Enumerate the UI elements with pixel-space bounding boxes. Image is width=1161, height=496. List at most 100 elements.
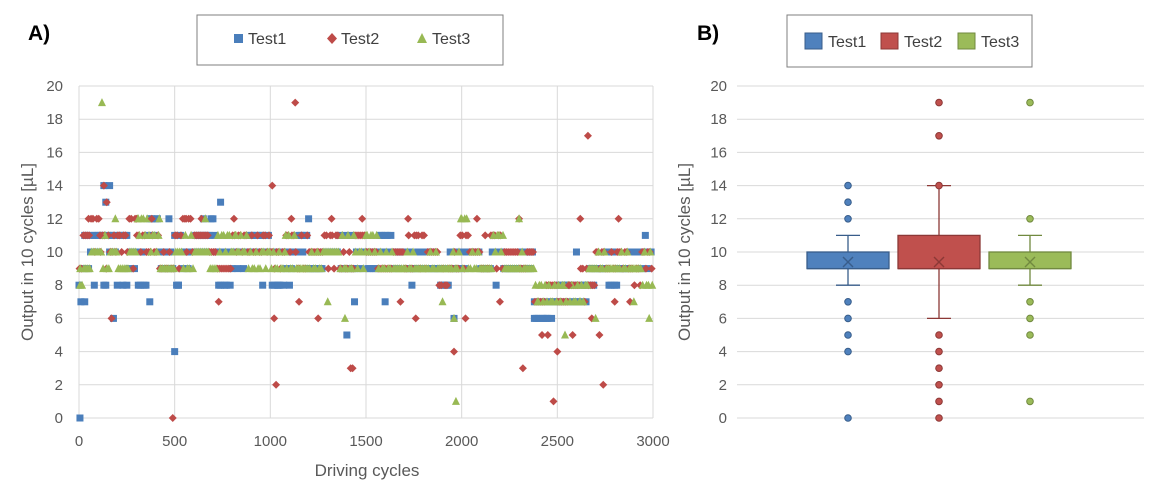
box-body-test1	[806, 251, 890, 270]
scatter-point-test3	[438, 297, 447, 306]
scatter-point-test2	[553, 347, 562, 356]
scatter-point-test2	[549, 397, 558, 406]
box-legend-test2-swatch	[880, 32, 899, 50]
scatter-point-test3	[317, 264, 326, 273]
scatter-point-test3	[636, 264, 645, 273]
scatter-point-test1	[102, 281, 110, 289]
scatter-point-test1	[146, 298, 154, 306]
scatter-point-test2	[159, 248, 168, 256]
scatter-point-test2	[85, 231, 94, 240]
scatter-point-test3	[231, 230, 240, 239]
scatter-point-test2	[538, 331, 547, 339]
scatter-point-test2	[203, 231, 212, 240]
box-legend-test1-label: Test1	[828, 34, 866, 51]
scatter-point-test3	[474, 247, 483, 256]
scatter-point-test3	[281, 230, 290, 239]
box-plot-y-tick-label: 12	[710, 211, 727, 228]
scatter-point-test3	[583, 280, 592, 289]
scatter-point-test2	[297, 231, 306, 240]
scatter-point-test2	[529, 248, 538, 256]
scatter-point-test2	[614, 214, 623, 223]
scatter-point-test1	[119, 281, 127, 289]
box-outlier-test2	[935, 397, 943, 406]
box-body-test3	[988, 251, 1072, 270]
scatter-point-test2	[404, 231, 413, 240]
scatter-point-test1	[385, 248, 393, 256]
scatter-y-tick-label: 10	[46, 244, 63, 261]
box-outlier-test1	[844, 198, 852, 206]
scatter-point-test1	[366, 265, 374, 273]
scatter-x-tick-label: 1500	[349, 433, 382, 450]
scatter-y-tick-label: 18	[46, 111, 63, 128]
scatter-point-test3	[600, 247, 609, 256]
scatter-point-test1	[299, 248, 307, 256]
scatter-point-test3	[454, 247, 463, 256]
box-plot-y-tick-label: 16	[710, 144, 727, 161]
scatter-point-test2	[214, 297, 223, 306]
scatter-point-test1	[383, 231, 391, 239]
scatter-point-test2	[99, 181, 108, 190]
box-outlier-test1	[844, 414, 852, 422]
scatter-point-test3	[307, 247, 316, 256]
box-body-test2	[897, 234, 981, 270]
scatter-point-test1	[613, 281, 621, 289]
box-mean-marker-test3	[1024, 256, 1036, 268]
scatter-point-test1	[113, 281, 121, 289]
scatter-point-test3	[323, 297, 332, 306]
legend-test2-marker	[327, 33, 337, 44]
scatter-point-test1	[209, 215, 217, 223]
scatter-point-test3	[629, 297, 638, 306]
scatter-point-test1	[90, 231, 98, 239]
scatter-point-test1	[347, 231, 355, 239]
scatter-point-test1	[416, 248, 424, 256]
scatter-point-test3	[275, 247, 284, 256]
scatter-point-test1	[351, 298, 359, 306]
scatter-point-test1	[76, 414, 84, 422]
scatter-point-test3	[104, 264, 113, 273]
box-legend-test3-label: Test3	[981, 34, 1019, 51]
scatter-point-test1	[285, 281, 293, 289]
scatter-point-test3	[177, 247, 186, 256]
scatter-point-test2	[272, 380, 281, 389]
scatter-point-test3	[211, 264, 220, 273]
scatter-point-test2	[396, 297, 405, 306]
box-legend-test1-swatch	[804, 32, 823, 50]
scatter-point-test3	[181, 230, 190, 239]
scatter-y-tick-label: 2	[55, 377, 63, 394]
scatter-point-test3	[340, 313, 349, 322]
scatter-point-test1	[356, 265, 364, 273]
scatter-point-test3	[645, 313, 654, 322]
scatter-point-test1	[123, 281, 131, 289]
legend-test3-label: Test3	[432, 31, 470, 48]
scatter-y-tick-label: 12	[46, 211, 63, 228]
scatter-point-test2	[450, 347, 459, 356]
scatter-point-test3	[451, 396, 460, 405]
legend-test3-marker	[417, 33, 427, 43]
scatter-point-test3	[349, 230, 358, 239]
scatter-point-test1	[226, 281, 234, 289]
box-plot-legend: Test1 Test2 Test3	[786, 14, 1033, 68]
scatter-point-test2	[419, 231, 428, 240]
scatter-point-test3	[187, 230, 196, 239]
scatter-point-test3	[252, 247, 261, 256]
box-plot-boxes	[806, 98, 1072, 422]
scatter-point-test2	[330, 264, 339, 273]
scatter-point-test3	[155, 214, 164, 223]
scatter-x-axis-title: Driving cycles	[315, 461, 420, 480]
scatter-y-tick-label: 16	[46, 144, 63, 161]
scatter-point-test3	[152, 247, 161, 256]
scatter-point-test2	[411, 314, 420, 323]
scatter-point-test3	[246, 247, 255, 256]
scatter-point-test2	[147, 214, 156, 223]
scatter-point-test3	[334, 247, 343, 256]
scatter-point-test3	[201, 214, 210, 223]
scatter-point-test2	[463, 231, 472, 240]
box-plot-y-tick-label: 4	[719, 344, 727, 361]
scatter-point-test3	[97, 247, 106, 256]
box-outlier-test1	[844, 314, 852, 323]
scatter-point-test2	[121, 231, 130, 240]
scatter-point-test3	[453, 264, 462, 273]
scatter-point-test3	[498, 230, 507, 239]
scatter-point-test3	[409, 247, 418, 256]
